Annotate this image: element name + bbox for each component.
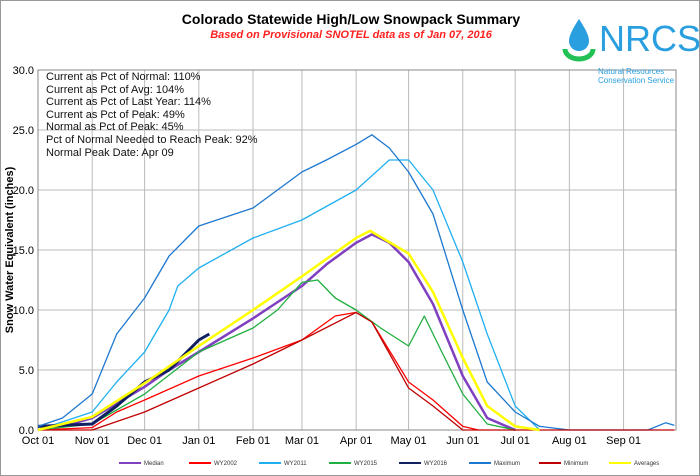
- stat-line: Current as Pct of Last Year: 114%: [46, 96, 211, 109]
- legend-label: Averages: [634, 461, 659, 467]
- stat-line: Current as Pct of Peak: 49%: [46, 108, 185, 121]
- x-tick-label: Apr 01: [340, 435, 372, 447]
- y-tick-label: 10.0: [13, 305, 34, 317]
- legend-label: WY2016: [424, 461, 448, 467]
- x-tick-label: Mar 01: [285, 435, 319, 447]
- stats-box: Current as Pct of Normal: 110% Current a…: [46, 71, 258, 159]
- logo-line2: Conservation Service: [598, 76, 675, 85]
- stat-line: Normal Peak Date: Apr 09: [46, 146, 174, 159]
- x-tick-label: Jan 01: [182, 435, 215, 447]
- logo-subtext: Natural Resources Conservation Service: [598, 67, 674, 85]
- stat-line: Current as Pct of Normal: 110%: [46, 71, 201, 83]
- x-tick-label: Jul 01: [501, 435, 530, 447]
- y-axis-label: Snow Water Equivalent (inches): [4, 166, 16, 333]
- legend-label: WY2015: [354, 461, 378, 467]
- x-tick-label: Sep 01: [606, 435, 641, 447]
- x-tick-label: Feb 01: [236, 435, 270, 447]
- y-tick-label: 25.0: [13, 125, 34, 137]
- x-tick-label: Jun 01: [446, 435, 479, 447]
- series-line-minimum: [38, 311, 675, 431]
- logo-line1: Natural Resources: [598, 67, 665, 76]
- y-tick-label: 20.0: [13, 185, 34, 197]
- stat-line: Normal as Pct of Peak: 45%: [46, 121, 184, 134]
- stat-line: Pct of Normal Needed to Reach Peak: 92%: [46, 133, 258, 146]
- y-tick-label: 30.0: [13, 65, 34, 77]
- legend-label: Median: [144, 461, 164, 467]
- chart-title: Colorado Statewide High/Low Snowpack Sum…: [181, 11, 521, 27]
- logo-text: NRCS: [599, 18, 700, 59]
- series-line-wy2002: [37, 311, 479, 431]
- legend-label: Minimum: [564, 461, 588, 467]
- series-line-wy2016: [37, 332, 211, 428]
- water-drop-icon: [569, 19, 589, 51]
- x-tick-label: Oct 01: [22, 435, 54, 447]
- chart-subtitle: Based on Provisional SNOTEL data as of J…: [210, 29, 492, 41]
- series-line-averages: [37, 229, 540, 432]
- legend-label: WY2011: [284, 461, 307, 467]
- x-tick-label: Dec 01: [127, 435, 162, 447]
- series-line-median: [37, 233, 516, 432]
- series-line-wy2011: [37, 159, 541, 431]
- y-tick-label: 5.0: [19, 365, 34, 377]
- plot-border: [37, 69, 677, 431]
- legend-label: WY2002: [214, 461, 238, 467]
- x-tick-label: Aug 01: [552, 435, 587, 447]
- x-tick-label: May 01: [391, 435, 427, 447]
- nrcs-logo: NRCS: [562, 18, 700, 62]
- stat-line: Current as Pct of Avg: 104%: [46, 83, 184, 96]
- y-tick-label: 0.0: [19, 425, 34, 437]
- x-tick-label: Nov 01: [75, 435, 110, 447]
- series-line-wy2015: [37, 279, 516, 431]
- legend-label: Maximum: [494, 461, 520, 467]
- series-line-maximum: [37, 134, 675, 431]
- y-tick-label: 15.0: [13, 245, 34, 257]
